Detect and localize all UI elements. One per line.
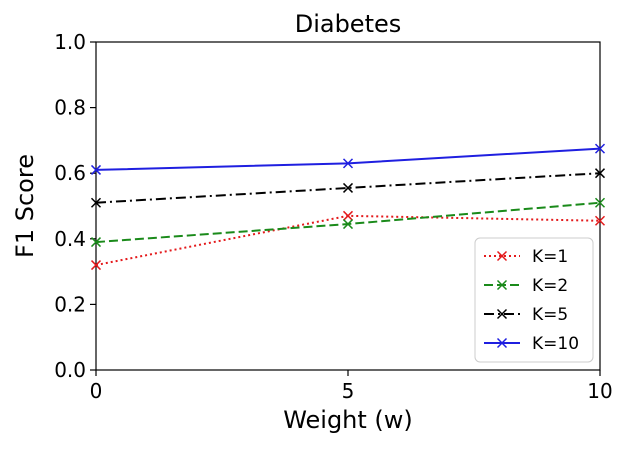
y-tick-label: 0.0 — [54, 358, 86, 382]
legend-entry-k2: K=2 — [484, 276, 568, 296]
data-point-k5-stroke-b — [342, 182, 354, 193]
x-axis-label: Weight (w) — [283, 406, 413, 434]
legend-marker-k5-stroke-b — [496, 308, 508, 320]
legend-entry-k5: K=5 — [484, 305, 568, 325]
legend-marker-k1-stroke-b — [496, 250, 508, 262]
data-point-k1 — [342, 210, 354, 221]
data-point-k1-stroke-b — [90, 260, 102, 271]
x-tick-label: 0 — [90, 379, 103, 403]
series-line-k5 — [95, 172, 601, 204]
data-point-k5-stroke-b — [90, 197, 102, 208]
y-tick-label: 0.6 — [54, 161, 86, 185]
y-axis-label: F1 Score — [11, 154, 39, 258]
legend-label-k10: K=10 — [532, 334, 579, 354]
legend-marker-k5 — [496, 308, 508, 320]
series-line-k2 — [95, 201, 601, 244]
data-point-k10-stroke-b — [342, 158, 354, 169]
data-point-k5 — [594, 168, 606, 179]
chart-title: Diabetes — [295, 10, 402, 38]
x-tick-label: 5 — [342, 379, 355, 403]
series-k5 — [90, 168, 606, 208]
legend-box — [474, 237, 594, 363]
legend: K=1 K=2 K=5 K=10 — [474, 237, 594, 363]
legend-label-k1: K=1 — [532, 247, 568, 267]
data-point-k1-stroke-b — [594, 215, 606, 226]
data-point-k2-stroke-b — [342, 219, 354, 230]
data-point-k5 — [342, 182, 354, 193]
data-point-k10 — [342, 158, 354, 169]
data-point-k2 — [90, 237, 102, 248]
legend-marker-k2-stroke-b — [496, 279, 508, 291]
series-k1 — [90, 210, 606, 271]
legend-marker-k10 — [496, 337, 508, 349]
x-tick-label: 10 — [587, 379, 612, 403]
legend-label-k2: K=2 — [532, 276, 568, 296]
data-point-k1 — [594, 215, 606, 226]
y-tick-label: 0.4 — [54, 227, 86, 251]
data-point-k2 — [594, 197, 606, 208]
data-point-k5 — [90, 197, 102, 208]
data-point-k10-stroke-b — [90, 164, 102, 175]
y-tick-label: 0.8 — [54, 96, 86, 120]
data-point-k10 — [594, 143, 606, 154]
legend-marker-k2 — [496, 279, 508, 291]
data-point-k10-stroke-b — [594, 143, 606, 154]
y-tick-label: 0.2 — [54, 292, 86, 316]
legend-entry-k10: K=10 — [484, 334, 579, 354]
series-k2 — [90, 197, 606, 248]
series-layer — [90, 143, 606, 271]
legend-marker-k1 — [496, 250, 508, 262]
data-point-k10 — [90, 164, 102, 175]
legend-entry-k1: K=1 — [484, 247, 568, 267]
data-point-k1 — [90, 260, 102, 271]
x-axis: 0 5 10 — [90, 370, 613, 403]
data-point-k2 — [342, 219, 354, 230]
y-axis: 0.0 0.2 0.4 0.6 0.8 1.0 — [54, 30, 96, 382]
legend-label-k5: K=5 — [532, 305, 568, 325]
y-tick-label: 1.0 — [54, 30, 86, 54]
series-line-k10 — [95, 147, 601, 171]
data-point-k1-stroke-b — [342, 210, 354, 221]
data-point-k5-stroke-b — [594, 168, 606, 179]
data-point-k2-stroke-b — [594, 197, 606, 208]
series-k10 — [90, 143, 606, 175]
legend-marker-k10-stroke-b — [496, 337, 508, 349]
data-point-k2-stroke-b — [90, 237, 102, 248]
